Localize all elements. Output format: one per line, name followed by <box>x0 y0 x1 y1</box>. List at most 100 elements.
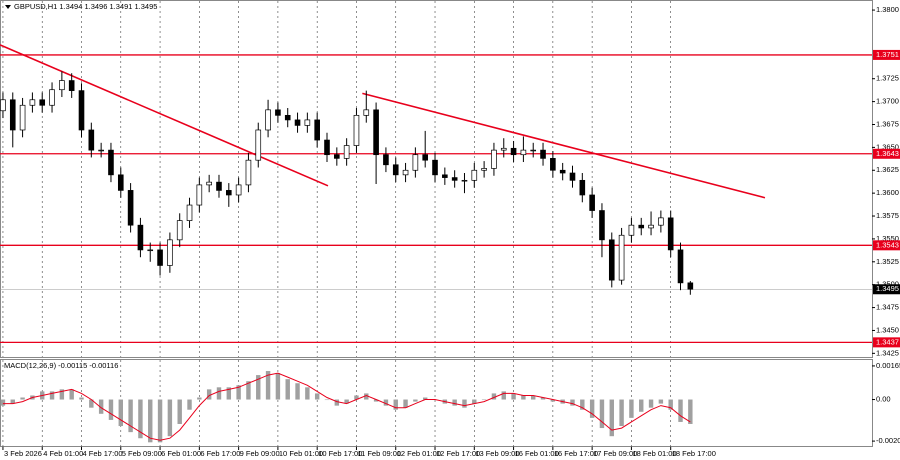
candle-body <box>491 149 497 169</box>
last-price-label: 1.3495 <box>876 284 899 293</box>
candle-body <box>255 129 262 161</box>
candle-body <box>373 109 379 156</box>
candle-body <box>78 90 85 131</box>
macd-bar <box>265 371 271 400</box>
macd-bar <box>472 399 477 404</box>
candle-body <box>0 99 6 112</box>
y-tick-label: 1.3450 <box>876 325 899 334</box>
x-tick-label: 13 Feb 09:00 <box>475 449 519 458</box>
y-tick-label: 1.3650 <box>876 142 899 151</box>
x-tick-label: 16 Feb 17:00 <box>554 449 598 458</box>
macd-bar <box>79 397 84 400</box>
candle-body <box>569 172 576 181</box>
x-tick-label: 11 Feb 09:00 <box>357 449 401 458</box>
candle-body <box>176 220 183 241</box>
macd-bar <box>167 399 173 437</box>
macd-bar <box>118 399 123 427</box>
candle-body <box>677 249 684 284</box>
y-tick-label: 1.3500 <box>876 280 899 289</box>
x-tick-label: 4 Feb 17:00 <box>83 449 123 458</box>
candle-body <box>550 158 556 171</box>
macd-bar <box>589 399 595 418</box>
y-tick-label: 1.3800 <box>876 5 899 14</box>
candle-body <box>648 224 654 229</box>
candle-body <box>481 168 487 171</box>
candle-body <box>658 217 664 226</box>
macd-bar <box>393 399 398 410</box>
macd-bar <box>89 399 94 408</box>
candle-body <box>49 89 55 106</box>
macd-bar <box>403 399 408 408</box>
candle-body <box>412 154 419 171</box>
macd-bar <box>0 399 6 406</box>
y-tick-label: 1.3475 <box>876 303 899 312</box>
candle-body <box>599 210 605 241</box>
trend-line <box>0 44 329 187</box>
macd-bar <box>383 399 389 406</box>
candle-body <box>196 184 203 206</box>
macd-bar <box>462 399 467 408</box>
candle-body <box>402 169 409 176</box>
x-tick-label: 18 Feb 01:00 <box>632 449 676 458</box>
x-tick-label: 6 Feb 17:00 <box>200 449 240 458</box>
macd-panel <box>0 359 873 447</box>
candle-body <box>304 119 311 126</box>
y-tick-label: 0.00 <box>876 395 891 404</box>
macd-bar <box>177 399 182 424</box>
candle-body <box>667 217 674 251</box>
candle-body <box>324 139 330 156</box>
candle-body <box>510 147 517 156</box>
candle-body <box>294 119 301 126</box>
macd-bar <box>197 397 202 400</box>
macd-bar <box>491 393 497 400</box>
candle-body <box>98 149 104 152</box>
y-tick-label: 1.3725 <box>876 74 899 83</box>
x-tick-label: 10 Feb 01:00 <box>279 449 323 458</box>
x-tick-label: 5 Feb 09:00 <box>122 449 162 458</box>
candle-body <box>392 164 399 176</box>
level-label: 1.3643 <box>876 149 899 158</box>
y-tick-label: 0.00165 <box>876 361 900 370</box>
menu-arrow[interactable] <box>5 5 11 9</box>
candle-body <box>245 159 252 186</box>
candle-body <box>29 99 36 106</box>
y-tick-label: 1.3525 <box>876 257 899 266</box>
x-tick-label: 4 Feb 01:00 <box>43 449 83 458</box>
y-tick-label: 1.3425 <box>876 348 899 357</box>
macd-bar <box>10 399 15 404</box>
candle-body <box>216 181 222 191</box>
level-label-bg <box>873 337 900 348</box>
candle-body <box>628 224 635 236</box>
y-tick-label: -0.00204 <box>876 436 900 445</box>
candle-body <box>383 154 389 166</box>
signal-line <box>2 372 691 441</box>
candle-body <box>363 109 370 116</box>
level-label-bg <box>873 49 900 60</box>
macd-bar <box>226 387 232 400</box>
candle-body <box>19 104 26 131</box>
macd-bar <box>148 399 153 443</box>
macd-bar <box>354 395 359 400</box>
macd-bar <box>678 399 683 422</box>
macd-bar <box>550 399 556 402</box>
candle-body <box>88 129 95 151</box>
y-tick-label: 1.3700 <box>876 97 899 106</box>
candle-body <box>618 234 625 281</box>
level-label-bg <box>873 148 900 159</box>
candle-body <box>579 179 586 196</box>
macd-bar <box>256 375 261 400</box>
macd-bar <box>69 389 74 400</box>
candle-body <box>353 114 360 146</box>
x-tick-label: 10 Feb 17:00 <box>318 449 362 458</box>
x-tick-label: 6 Feb 01:00 <box>161 449 201 458</box>
macd-bar <box>157 399 163 443</box>
candle-body <box>108 149 114 176</box>
macd-bar <box>216 387 222 400</box>
macd-bar <box>501 391 506 400</box>
macd-bar <box>246 381 251 400</box>
candle-body <box>343 145 350 159</box>
macd-bar <box>570 399 575 406</box>
macd-bar <box>364 393 369 400</box>
